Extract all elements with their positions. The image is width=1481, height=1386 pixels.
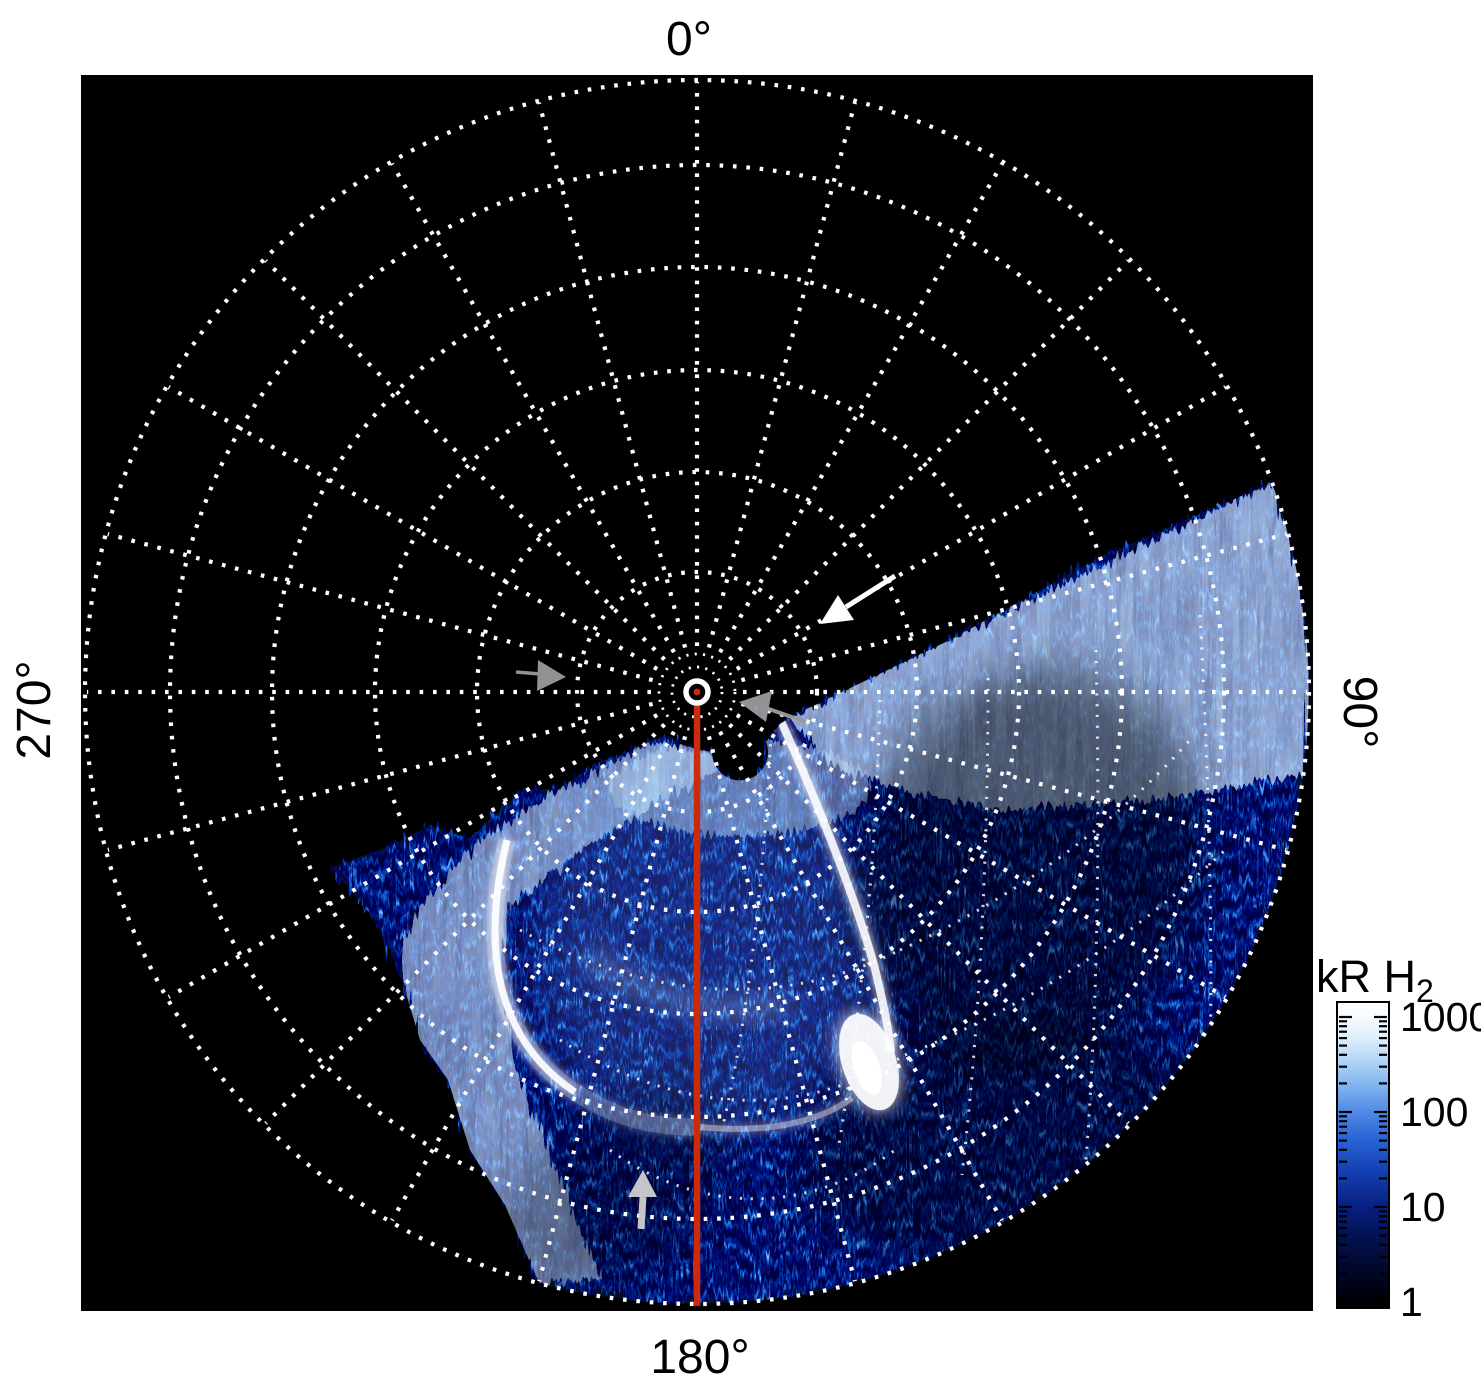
auroral-oval-left-arc — [491, 839, 577, 1095]
colorbar-tick-label: 1000 — [1400, 994, 1481, 1040]
colorbar: kR H2 1000 100 10 1 — [1316, 951, 1481, 1325]
polar-grid-spoke — [718, 162, 1004, 654]
polar-grid-spoke — [735, 713, 1227, 999]
polar-grid-spoke — [167, 713, 659, 999]
colorbar-tick-label: 100 — [1400, 1089, 1468, 1135]
polar-grid-spoke — [107, 532, 654, 683]
diffuse-inner-arc — [578, 946, 792, 1020]
angle-label-bottom: 180° — [650, 1331, 749, 1384]
planet-coordinate-grid — [519, 614, 1227, 1201]
colorbar-ticks — [1339, 1015, 1387, 1304]
polar-grid-spoke — [390, 162, 676, 654]
polar-grid-spoke — [107, 701, 654, 852]
white-arrow-icon — [820, 573, 897, 624]
polar-grid-spoke — [390, 730, 676, 1222]
polar-grid-spoke — [735, 385, 1227, 671]
colorbar-tick-label: 1 — [1400, 1279, 1423, 1325]
polar-grid-ring — [167, 162, 1227, 1222]
gray-arrow-left-icon — [515, 660, 566, 691]
oval-interior-glow — [530, 760, 880, 1140]
colorbar-title: kR H2 — [1316, 951, 1434, 1009]
polar-grid-spoke — [728, 259, 1130, 661]
polar-grid-spoke — [718, 730, 1004, 1222]
polar-grid-spoke — [264, 723, 666, 1125]
polar-grid-ring — [82, 77, 1312, 1307]
polar-grid-ring — [372, 367, 1022, 1017]
polar-grid-ring — [670, 665, 724, 719]
angle-label-left: 270° — [8, 660, 61, 759]
polar-grid-spoke — [706, 102, 857, 649]
polar-grid-ring — [269, 264, 1125, 1120]
annotation-arrows — [515, 573, 897, 1230]
terminator-glow-region — [400, 742, 740, 1282]
auroral-oval-bottom-arc — [699, 1095, 854, 1132]
center-pole-marker — [683, 678, 711, 706]
polar-grid-spoke — [264, 259, 666, 661]
pole-dot — [693, 688, 701, 696]
dayside-streak-region — [792, 483, 1309, 810]
gray-arrow-center-icon — [739, 691, 807, 724]
light-arrow-bottom-icon — [628, 1170, 657, 1230]
polar-grid-spoke — [740, 532, 1287, 683]
polar-grid-spoke — [537, 102, 688, 649]
colorbar-tick-label: 10 — [1400, 1184, 1446, 1230]
polar-grid-spoke — [537, 735, 688, 1282]
colorbar-gradient — [1336, 1001, 1390, 1309]
polar-grid-spoke — [706, 735, 857, 1282]
polar-grid-spoke — [167, 385, 659, 671]
bright-emission-spot-core — [851, 1041, 883, 1095]
polar-grid-spoke — [740, 701, 1287, 852]
polar-grid-spoke — [728, 723, 1130, 1125]
angle-label-right: 90° — [1333, 676, 1386, 749]
polar-grid-ring — [474, 469, 920, 915]
angle-label-top: 0° — [666, 13, 712, 66]
